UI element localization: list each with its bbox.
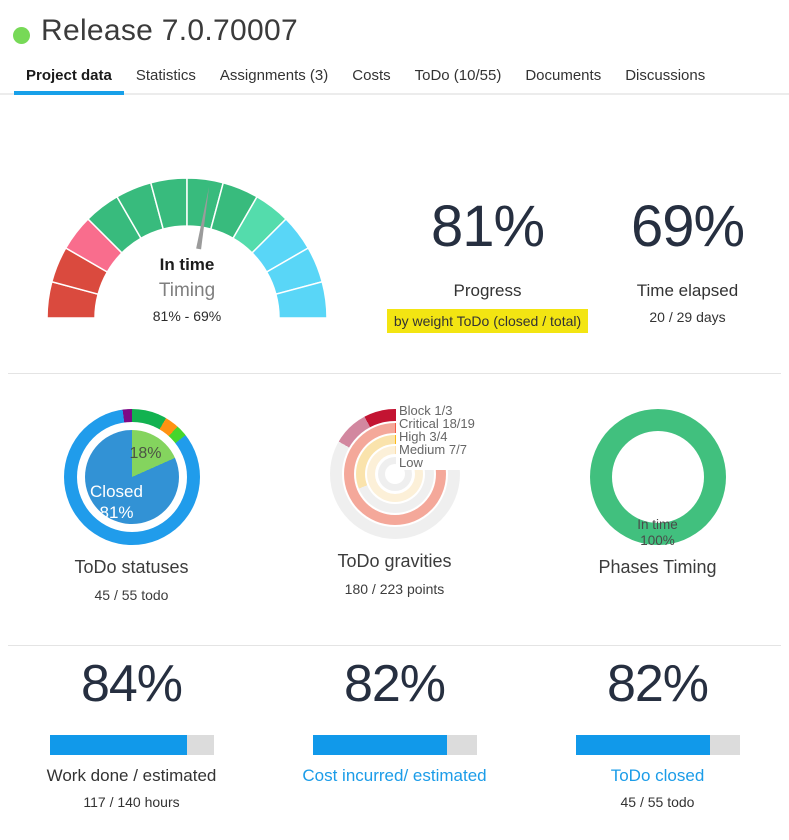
work-done-sub: 117 / 140 hours xyxy=(83,794,180,810)
work-done-bar-fill xyxy=(49,735,188,755)
phases-center-label: In time 100% xyxy=(590,517,726,549)
legend-item-high: High 3/4 xyxy=(399,429,448,444)
todo-closed-label: Closed 81% xyxy=(78,481,156,523)
todo-statuses-subtitle: 45 / 55 todo xyxy=(94,587,169,603)
timing-gauge: In time Timing 81% - 69% xyxy=(0,95,370,373)
todo-closed-value: 81% xyxy=(99,503,134,522)
cost-label-link[interactable]: Cost incurred/ estimated xyxy=(302,766,487,785)
todo-closed-bar-fill xyxy=(575,735,710,755)
todo-closed-sub: 45 / 55 todo xyxy=(620,794,695,810)
legend-item-critical: Critical 18/19 xyxy=(399,416,475,431)
tab-bar: Project data Statistics Assignments (3) … xyxy=(0,58,789,95)
todo-gravities-chart: Block 1/3 Critical 18/19 High 3/4 Medium… xyxy=(263,374,526,645)
todo-statuses-ring: 18% Closed 81% xyxy=(63,409,200,545)
tab-project-data[interactable]: Project data xyxy=(14,58,124,95)
phases-timing-title: Phases Timing xyxy=(598,557,717,577)
todo-closed-label-link[interactable]: ToDo closed xyxy=(610,766,705,785)
work-done-bar xyxy=(49,735,214,755)
legend-item-low: Low xyxy=(399,455,423,470)
todo-open-slice-label: 18% xyxy=(129,445,162,462)
todo-gravities-title: ToDo gravities xyxy=(337,551,452,571)
tab-discussions[interactable]: Discussions xyxy=(625,67,706,84)
phases-ring-hole xyxy=(611,431,704,523)
progress-value: 81% xyxy=(430,194,545,259)
todo-statuses-ring-hole xyxy=(76,422,187,532)
gauge-title: Timing xyxy=(158,280,216,301)
todo-closed-pct-value: 82% xyxy=(606,655,709,713)
tab-assignments[interactable]: Assignments (3) xyxy=(219,67,329,84)
page-title: Release 7.0.70007 xyxy=(41,14,298,47)
project-status-dot-icon xyxy=(13,26,30,44)
gauge-status-label: In time xyxy=(159,255,215,274)
tab-statistics[interactable]: Statistics xyxy=(135,67,196,84)
progress-label: Progress xyxy=(453,281,522,300)
timing-gauge-svg xyxy=(46,177,328,319)
header: Release 7.0.70007 xyxy=(0,0,789,48)
cost-bar xyxy=(312,735,477,755)
section-divider-1 xyxy=(8,373,781,374)
gauge-range: 81% - 69% xyxy=(152,308,222,324)
charts-row: 18% Closed 81% ToDo statuses 45 / 55 tod… xyxy=(0,374,789,645)
kpi-cost: 82% Cost incurred/ estimated xyxy=(263,658,526,810)
todo-statuses-chart: 18% Closed 81% ToDo statuses 45 / 55 tod… xyxy=(0,374,263,645)
phases-status-text: In time xyxy=(637,517,678,532)
time-elapsed-note: 20 / 29 days xyxy=(649,309,726,325)
todo-closed-bar xyxy=(575,735,740,755)
time-elapsed-value: 69% xyxy=(630,194,745,259)
tab-documents[interactable]: Documents xyxy=(525,67,602,84)
kpi-todo-closed: 82% ToDo closed 45 / 55 todo xyxy=(526,658,789,810)
todo-gravities-subtitle: 180 / 223 points xyxy=(344,581,445,597)
tab-costs[interactable]: Costs xyxy=(352,67,391,84)
todo-statuses-title: ToDo statuses xyxy=(74,557,189,577)
time-elapsed-label: Time elapsed xyxy=(636,281,739,300)
kpi-row: 84% Work done / estimated 117 / 140 hour… xyxy=(0,646,789,810)
tab-todo[interactable]: ToDo (10/55) xyxy=(414,67,502,84)
cost-bar-fill xyxy=(312,735,447,755)
summary-row: In time Timing 81% - 69% 81% Progress by… xyxy=(0,95,789,373)
work-done-label: Work done / estimated xyxy=(46,766,217,785)
todo-gravities-legend: Block 1/3 Critical 18/19 High 3/4 Medium… xyxy=(396,403,478,470)
legend-item-block: Block 1/3 xyxy=(399,403,453,418)
progress-stat: 81% Progress by weight ToDo (closed / to… xyxy=(370,95,605,373)
progress-note-highlight: by weight ToDo (closed / total) xyxy=(386,309,589,333)
time-elapsed-stat: 69% Time elapsed 20 / 29 days xyxy=(605,95,770,373)
phases-ring: In time 100% xyxy=(589,409,726,548)
todo-gravities-rings xyxy=(329,409,460,539)
section-divider-2 xyxy=(8,645,781,646)
legend-item-medium: Medium 7/7 xyxy=(399,442,467,457)
phases-timing-chart: In time 100% Phases Timing xyxy=(526,374,789,645)
phases-pct-text: 100% xyxy=(640,533,675,548)
dashboard-page: Release 7.0.70007 Project data Statistic… xyxy=(0,0,789,810)
todo-statuses-pie xyxy=(84,430,179,524)
work-done-value: 84% xyxy=(80,655,183,713)
kpi-work-done: 84% Work done / estimated 117 / 140 hour… xyxy=(0,658,263,810)
todo-closed-text: Closed xyxy=(90,482,143,501)
cost-value: 82% xyxy=(343,655,446,713)
